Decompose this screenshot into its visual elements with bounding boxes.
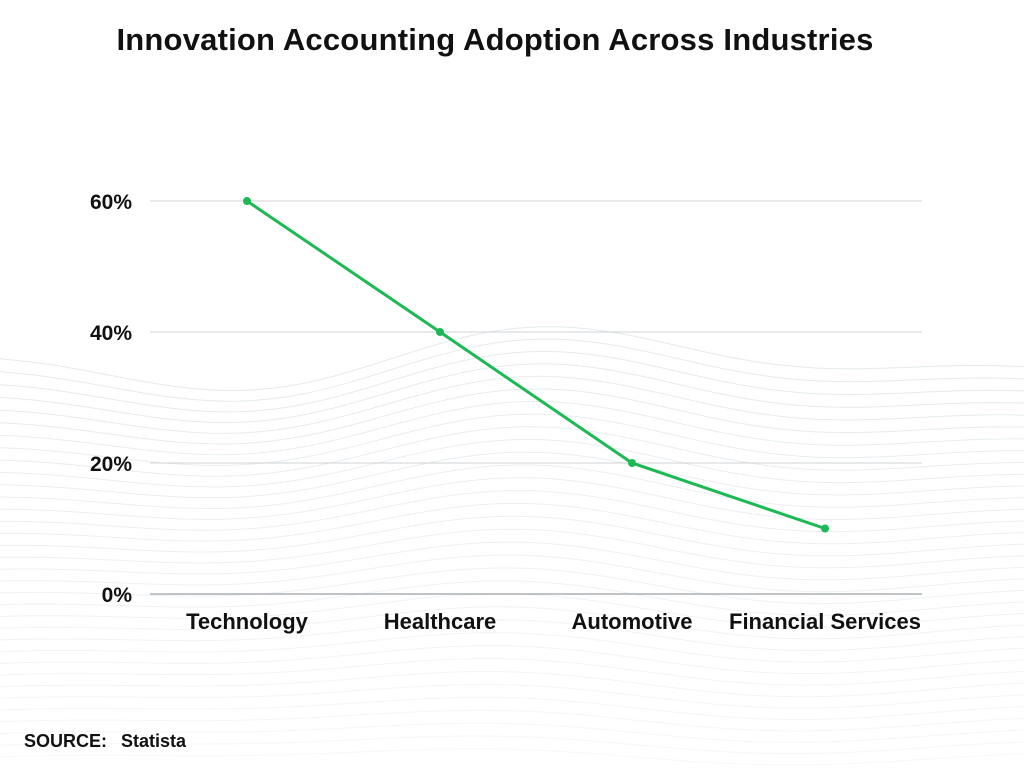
source-note: SOURCE: Statista bbox=[24, 731, 186, 752]
gridlines bbox=[150, 200, 922, 595]
wave-line bbox=[0, 606, 1024, 640]
wave-line bbox=[0, 388, 1024, 445]
series-line bbox=[246, 199, 826, 530]
data-point bbox=[821, 524, 829, 533]
wave-line bbox=[0, 645, 1024, 675]
wave-line bbox=[0, 363, 1024, 424]
wave-line bbox=[0, 619, 1024, 652]
data-series bbox=[243, 197, 829, 533]
data-point bbox=[628, 459, 636, 467]
wave-line bbox=[0, 401, 1024, 456]
wave-line bbox=[0, 658, 1024, 686]
wave-line bbox=[0, 375, 1024, 434]
x-tick-label: Healthcare bbox=[384, 609, 497, 634]
wave-line bbox=[0, 684, 1024, 709]
wave-line bbox=[0, 696, 1024, 721]
wave-line bbox=[0, 451, 1024, 499]
wave-line bbox=[0, 671, 1024, 698]
wave-line bbox=[0, 541, 1024, 581]
wave-line bbox=[0, 438, 1024, 488]
y-tick-label: 0% bbox=[102, 584, 133, 607]
x-tick-label: Technology bbox=[186, 609, 309, 634]
wave-line bbox=[0, 502, 1024, 545]
wave-line bbox=[0, 554, 1024, 593]
y-tick-label: 20% bbox=[90, 453, 132, 476]
wave-line bbox=[0, 426, 1024, 477]
wave-line bbox=[0, 326, 1024, 391]
wave-line bbox=[0, 567, 1024, 605]
data-point bbox=[436, 328, 444, 336]
chart-title: Innovation Accounting Adoption Across In… bbox=[116, 22, 874, 57]
x-tick-label: Automotive bbox=[572, 609, 693, 634]
y-axis-tick-labels: 0% 20% 40% 60% bbox=[90, 191, 132, 607]
wave-line bbox=[0, 632, 1024, 663]
data-point bbox=[243, 197, 251, 205]
y-tick-label: 60% bbox=[90, 191, 132, 214]
wave-line bbox=[0, 709, 1024, 732]
y-tick-label: 40% bbox=[90, 322, 132, 345]
source-label: SOURCE: bbox=[24, 731, 108, 751]
wave-line bbox=[0, 464, 1024, 510]
wave-line bbox=[0, 528, 1024, 569]
wave-line bbox=[0, 338, 1024, 402]
wave-line bbox=[0, 748, 1024, 766]
wave-line bbox=[0, 722, 1024, 743]
x-tick-label: Financial Services bbox=[729, 609, 921, 634]
wave-line bbox=[0, 515, 1024, 557]
source-value: Statista bbox=[121, 731, 187, 751]
wave-line bbox=[0, 477, 1024, 521]
wave-line bbox=[0, 735, 1024, 755]
wave-line bbox=[0, 580, 1024, 616]
wave-line bbox=[0, 350, 1024, 413]
wave-line bbox=[0, 490, 1024, 533]
x-axis-tick-labels: Technology Healthcare Automotive Financial … bbox=[186, 609, 921, 634]
